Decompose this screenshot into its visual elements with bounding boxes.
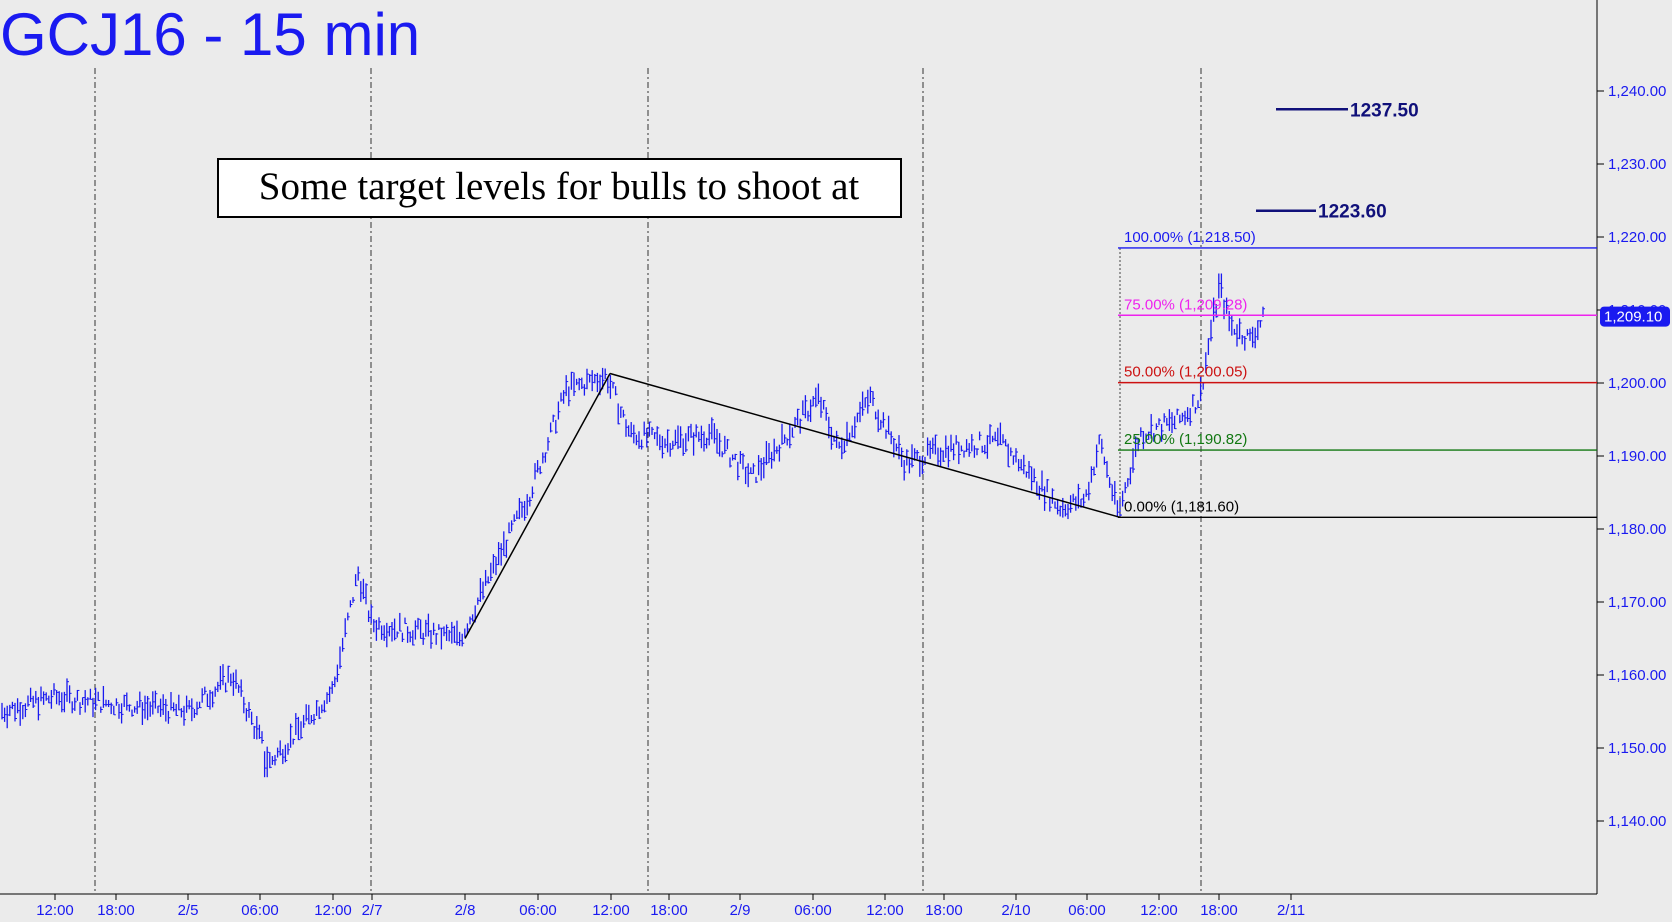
- y-tick-label: 1,240.00: [1608, 83, 1666, 100]
- y-tick-label: 1,200.00: [1608, 375, 1666, 392]
- fib-level-label: 75.00% (1,209.28): [1124, 296, 1247, 313]
- fib-level-label: 25.00% (1,190.82): [1124, 431, 1247, 448]
- x-tick-label: 06:00: [519, 902, 557, 919]
- target-label: 1237.50: [1350, 100, 1419, 121]
- x-tick-label: 2/10: [1001, 902, 1030, 919]
- x-tick-label: 2/11: [1277, 902, 1305, 919]
- fibonacci-levels: 100.00% (1,218.50) 75.00% (1,209.28) 50.00…: [1118, 229, 1597, 519]
- x-tick-label: 2/9: [730, 902, 751, 919]
- x-tick-label: 12:00: [314, 902, 352, 919]
- annotation-text: Some target levels for bulls to shoot at: [259, 165, 860, 208]
- y-tick-label: 1,170.00: [1608, 594, 1666, 611]
- x-tick-label: 12:00: [36, 902, 74, 919]
- x-tick-label: 2/8: [455, 902, 476, 919]
- y-tick-label: 1,140.00: [1608, 813, 1666, 830]
- session-dividers: [94, 68, 1202, 894]
- x-tick-label: 06:00: [241, 902, 279, 919]
- x-tick-label: 2/5: [178, 902, 199, 919]
- fib-level-label: 0.00% (1,181.60): [1124, 498, 1239, 515]
- y-tick-label: 1,160.00: [1608, 667, 1666, 684]
- annotation-box: [217, 158, 902, 218]
- x-tick-label: 18:00: [97, 902, 135, 919]
- y-tick-label: 1,180.00: [1608, 521, 1666, 538]
- x-tick-label: 12:00: [1140, 902, 1178, 919]
- x-tick-label: 12:00: [592, 902, 630, 919]
- swing-line-down: [609, 372, 1121, 519]
- target-levels: 1237.50 1223.60: [1256, 100, 1419, 223]
- x-tick-label: 18:00: [1200, 902, 1238, 919]
- last-price-badge: 1,209.10: [1600, 306, 1670, 327]
- swing-line-up: [464, 373, 611, 639]
- target-label: 1223.60: [1318, 202, 1387, 223]
- x-axis: 12:00 18:00 2/5 06:00 12:00 2/7 2/8 06:00 12:00 1…: [36, 894, 1305, 919]
- x-tick-label: 06:00: [794, 902, 832, 919]
- last-price-badge-box: [1600, 306, 1670, 327]
- chart-title: GCJ16 - 15 min: [0, 1, 420, 68]
- swing-lines: [464, 372, 1121, 639]
- y-tick-label: 1,230.00: [1608, 156, 1666, 173]
- y-tick-label: 1,150.00: [1608, 740, 1666, 757]
- x-tick-label: 06:00: [1068, 902, 1106, 919]
- x-tick-label: 18:00: [925, 902, 963, 919]
- y-axis: 1,140.00 1,150.00 1,160.00 1,170.00 1,180.00…: [1597, 83, 1666, 830]
- x-tick-label: 12:00: [866, 902, 904, 919]
- y-tick-label: 1,190.00: [1608, 448, 1666, 465]
- x-tick-label: 2/7: [362, 902, 383, 919]
- fib-level-label: 50.00% (1,200.05): [1124, 364, 1247, 381]
- last-price-label: 1,209.10: [1604, 309, 1662, 326]
- fib-level-label: 100.00% (1,218.50): [1124, 229, 1256, 246]
- x-tick-label: 18:00: [650, 902, 688, 919]
- y-tick-label: 1,220.00: [1608, 229, 1666, 246]
- price-bars: [1, 273, 1265, 778]
